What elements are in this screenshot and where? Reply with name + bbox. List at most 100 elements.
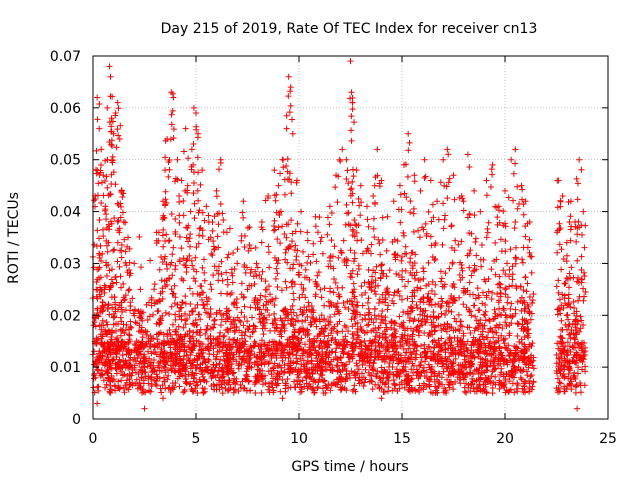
background-point (284, 366, 291, 373)
spike-point (349, 310, 356, 317)
y-tick-label: 0.01 (50, 360, 81, 376)
background-point (202, 358, 209, 365)
background-point (298, 361, 305, 368)
spike-point (94, 227, 101, 234)
background-point (182, 368, 189, 375)
data-point (178, 177, 185, 184)
y-tick-label: 0.03 (50, 256, 81, 272)
spike-point (481, 322, 488, 329)
background-point (433, 389, 440, 396)
data-point (464, 151, 471, 158)
spike-point (219, 210, 226, 217)
spike-point (581, 272, 588, 279)
background-point (330, 265, 337, 272)
background-point (412, 341, 419, 348)
spike-point (375, 282, 382, 289)
spike-point (284, 155, 291, 162)
background-point (478, 263, 485, 270)
background-point (483, 367, 490, 374)
data-point (347, 58, 354, 65)
spike-point (117, 314, 124, 321)
background-point (496, 273, 503, 280)
background-point (480, 289, 487, 296)
data-point (559, 193, 566, 200)
background-point (189, 369, 196, 376)
background-point (393, 366, 400, 373)
spike-point (207, 311, 214, 318)
background-point (437, 353, 444, 360)
data-point (96, 353, 103, 360)
spike-point (103, 173, 110, 180)
spike-point (348, 127, 355, 134)
data-point (302, 348, 309, 355)
spike-point (316, 344, 323, 351)
spike-point (190, 161, 197, 168)
spike-point (489, 328, 496, 335)
spike-point (193, 268, 200, 275)
data-point (143, 301, 150, 308)
background-point (226, 225, 233, 232)
spike-point (259, 268, 266, 275)
background-point (343, 367, 350, 374)
spike-point (567, 304, 574, 311)
background-point (212, 364, 219, 371)
data-point (312, 213, 319, 220)
background-point (508, 371, 515, 378)
background-point (383, 273, 390, 280)
background-point (358, 283, 365, 290)
background-point (148, 302, 155, 309)
background-point (413, 269, 420, 276)
background-point (343, 387, 350, 394)
background-point (289, 283, 296, 290)
background-point (464, 324, 471, 331)
spike-point (176, 219, 183, 226)
background-point (366, 357, 373, 364)
background-point (256, 367, 263, 374)
background-point (518, 294, 525, 301)
spike-point (304, 237, 311, 244)
background-point (563, 252, 570, 259)
data-point (209, 218, 216, 225)
background-point (272, 295, 279, 302)
data-point (215, 270, 222, 277)
spike-point (119, 194, 126, 201)
background-point (313, 323, 320, 330)
background-point (369, 386, 376, 393)
spike-point (194, 321, 201, 328)
spike-point (326, 221, 333, 228)
background-point (414, 369, 421, 376)
spike-point (289, 340, 296, 347)
background-point (555, 305, 562, 312)
background-point (300, 357, 307, 364)
spike-point (399, 276, 406, 283)
spike-point (331, 323, 338, 330)
background-point (240, 322, 247, 329)
spike-point (182, 321, 189, 328)
background-point (182, 363, 189, 370)
background-point (237, 318, 244, 325)
spike-point (475, 307, 482, 314)
background-point (131, 354, 138, 361)
spike-point (210, 324, 217, 331)
spike-point (192, 317, 199, 324)
background-point (187, 365, 194, 372)
spike-point (259, 318, 266, 325)
background-point (339, 362, 346, 369)
spike-point (126, 286, 133, 293)
spike-point (423, 230, 430, 237)
spike-point (201, 305, 208, 312)
spike-point (443, 300, 450, 307)
background-point (381, 352, 388, 359)
spike-point (252, 304, 259, 311)
spike-point (445, 179, 452, 186)
spike-point (489, 289, 496, 296)
spike-point (156, 321, 163, 328)
background-point (175, 365, 182, 372)
spike-point (497, 236, 504, 243)
background-point (143, 331, 150, 338)
spike-point (274, 236, 281, 243)
background-point (561, 355, 568, 362)
background-point (450, 359, 457, 366)
background-point (312, 367, 319, 374)
spike-point (349, 178, 356, 185)
